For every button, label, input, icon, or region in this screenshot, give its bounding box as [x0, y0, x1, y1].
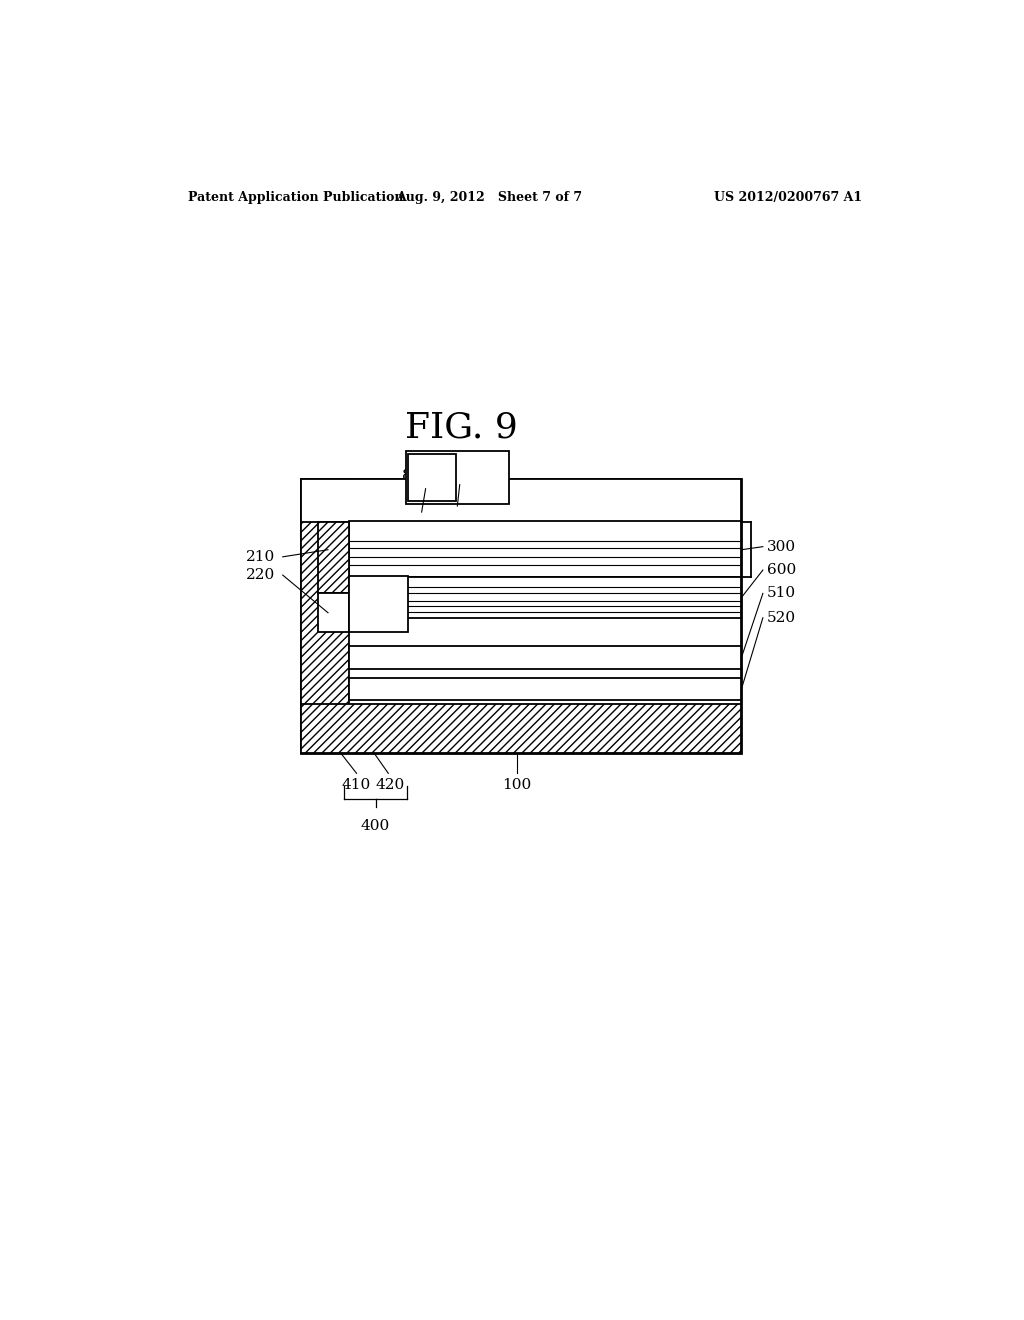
- Text: 520: 520: [767, 611, 796, 624]
- Text: Patent Application Publication: Patent Application Publication: [187, 190, 403, 203]
- Bar: [318, 523, 348, 594]
- Text: FIG. 9: FIG. 9: [404, 411, 518, 445]
- Text: 410: 410: [342, 779, 371, 792]
- Text: 600: 600: [767, 564, 796, 577]
- Bar: [348, 647, 741, 669]
- Text: 210: 210: [246, 550, 274, 564]
- Bar: [348, 577, 741, 618]
- Text: Aug. 9, 2012   Sheet 7 of 7: Aug. 9, 2012 Sheet 7 of 7: [396, 190, 583, 203]
- Bar: [301, 479, 741, 752]
- Bar: [301, 479, 741, 523]
- Text: 510: 510: [767, 586, 796, 601]
- Text: 800: 800: [445, 465, 474, 479]
- Bar: [409, 454, 456, 500]
- Text: 220: 220: [246, 568, 274, 582]
- Text: US 2012/0200767 A1: US 2012/0200767 A1: [714, 190, 862, 203]
- Bar: [301, 704, 741, 752]
- Bar: [348, 677, 741, 700]
- Text: 420: 420: [375, 779, 404, 792]
- Text: 400: 400: [361, 818, 390, 833]
- Text: 300: 300: [767, 540, 796, 553]
- Bar: [406, 451, 509, 504]
- Bar: [348, 576, 409, 632]
- Bar: [318, 594, 348, 632]
- Bar: [348, 521, 741, 577]
- Bar: [301, 479, 348, 752]
- Text: 810: 810: [401, 469, 431, 483]
- Text: 100: 100: [502, 779, 531, 792]
